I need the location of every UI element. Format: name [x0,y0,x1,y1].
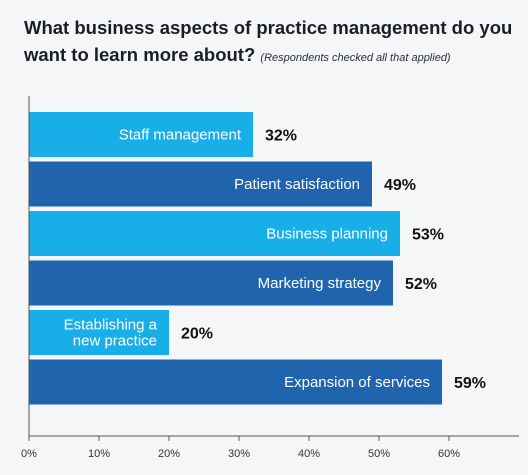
x-tick-label: 20% [158,448,180,460]
bar-value-label: 20% [181,326,213,343]
bar-value-label: 52% [405,276,437,293]
bars-group: Staff management 32% Patient satisfaction 4… [29,112,486,405]
bar-category-label: Patient satisfaction [234,176,360,193]
bar-category-label: Marketing strategy [258,275,382,292]
bar-category-label: Establishing a [64,317,158,334]
x-tick-label: 50% [368,448,390,460]
bar-category-label: Expansion of services [284,374,430,391]
bar [29,112,253,157]
x-tick-label: 60% [438,448,460,460]
x-tick-label: 30% [228,448,250,460]
x-tick-label: 0% [21,448,37,460]
bar-value-label: 32% [265,128,297,145]
bar [29,211,400,256]
bar [29,310,169,355]
chart-title: What business aspects of practice manage… [24,17,513,65]
bar-value-label: 53% [412,227,444,244]
chart-title-block: What business aspects of practice manage… [24,14,524,72]
bar-category-label: new practice [73,333,157,350]
bar [29,260,393,306]
x-tick-label: 40% [298,448,320,460]
bar-category-label: Business planning [266,226,388,243]
bar-value-label: 49% [384,177,416,194]
x-axis: 0% 10% 20% 30% 40% 50% 60% [21,96,519,460]
bar-value-label: 59% [454,375,486,392]
bar-category-label: Staff management [119,127,242,144]
bar [29,359,442,405]
x-tick-label: 10% [88,448,110,460]
bar [29,161,372,207]
chart-note: (Respondents checked all that applied) [260,52,451,64]
